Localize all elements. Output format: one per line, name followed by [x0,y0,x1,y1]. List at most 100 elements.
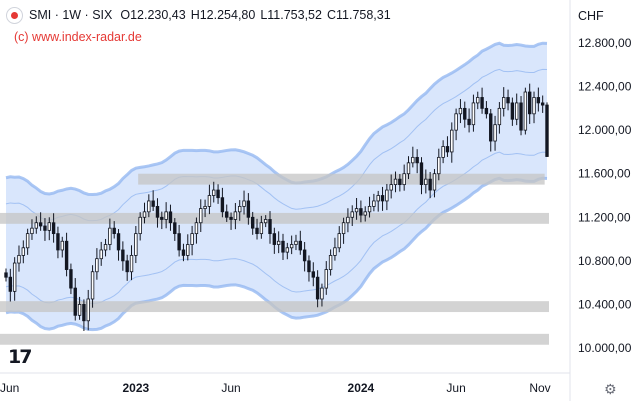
candle-body-up [199,208,203,224]
candle-body-down [8,276,13,292]
price-axis[interactable]: 12.800,00 12.400,00 12.000,00 11.600,00 11.2… [578,36,632,355]
candle-body-up [289,244,294,249]
candle [536,87,541,112]
candle [441,140,445,164]
candle [216,184,220,204]
gear-icon[interactable]: ⚙ [604,381,617,397]
candle-body-down [225,211,229,218]
candle-body-up [411,156,415,164]
y-tick-label: 10.000,00 [578,341,632,355]
candle-body-up [432,173,437,191]
candle [294,234,298,251]
candle [4,268,8,282]
candle-body-up [276,240,281,245]
candle [428,171,432,199]
currency-label[interactable]: CHF [578,9,604,23]
candle [315,270,320,308]
candle [64,232,69,277]
candle [337,226,341,253]
candle [43,218,47,241]
candle [510,97,515,126]
candle-body-up [502,97,506,109]
candle-body-up [164,211,168,220]
candle-body-up [532,97,536,115]
candle-body-up [328,255,333,270]
candle-body-up [233,211,238,220]
candle [463,101,467,128]
band-outer-upper [5,41,548,197]
candle-body-up [207,195,212,207]
band-fill [6,43,547,330]
symbol-title[interactable]: SMI · 1W · SIX [29,8,113,22]
candle-body-down [168,211,173,224]
candle [372,193,376,212]
candle-body-up [385,189,389,202]
support-zone-2 [0,212,549,224]
x-tick-label: Nov [529,381,550,395]
candle-body-up [86,298,90,322]
candle-body-down [56,233,60,251]
candle-body-up [471,102,476,126]
candle-body-down [380,195,385,202]
candle-body-up [346,216,350,224]
y-tick-label: 11.200,00 [578,210,631,224]
symbol-legend[interactable]: SMI · 1W · SIX O12.230,43 H12.254,80 L11… [6,5,396,25]
candle-body-up [30,227,34,235]
candle [186,234,190,261]
candle [268,211,272,244]
candle-body-up [25,233,30,249]
candle-body-down [64,240,69,270]
candle [47,217,51,241]
candle [142,202,147,224]
candle [229,212,233,230]
candle-body-up [134,233,138,256]
candle-body-up [186,244,190,256]
candle [116,229,121,261]
candle-body-down [272,233,277,245]
candle-body-down [116,233,121,251]
candle [298,230,303,255]
candle-body-up [34,222,38,229]
open-value: O12.230,43 [120,8,186,22]
candle [324,261,328,295]
time-axis[interactable]: Jun 2023 Jun 2024 Jun Nov [0,381,551,395]
candle-body-up [333,247,337,256]
x-tick-label: Jun [221,381,240,395]
candle-body-up [372,200,376,207]
candle [263,215,268,228]
candle [147,194,151,218]
candle-body-up [454,113,458,131]
candle-body-up [77,304,82,316]
candle-body-up [138,216,142,235]
candle [225,204,229,222]
candle-body-up [21,247,26,256]
candle [311,262,315,287]
candle-body-up [203,205,207,209]
candle [276,231,281,254]
candle [285,242,290,260]
candle-body-up [103,244,108,251]
candle [532,91,536,124]
candle [272,227,277,254]
tradingview-logo-icon[interactable]: 17 [8,346,32,368]
candle [108,218,112,251]
candle-body-up [129,255,134,273]
candle-body-up [450,129,454,153]
candle [51,213,56,243]
candle-body-up [17,255,21,264]
candle-body-up [515,102,519,120]
candle-body-down [151,200,155,207]
candle-body-up [376,195,380,202]
candle [367,196,372,218]
candle [238,200,242,221]
candle-body-up [350,211,354,218]
high-value: H12.254,80 [190,8,256,22]
candle-body-down [73,287,77,316]
low-value: L11.753,52 [260,8,322,22]
candle-body-up [402,173,406,186]
candle [90,265,95,308]
candle [540,95,545,113]
candle-body-up [12,262,17,292]
